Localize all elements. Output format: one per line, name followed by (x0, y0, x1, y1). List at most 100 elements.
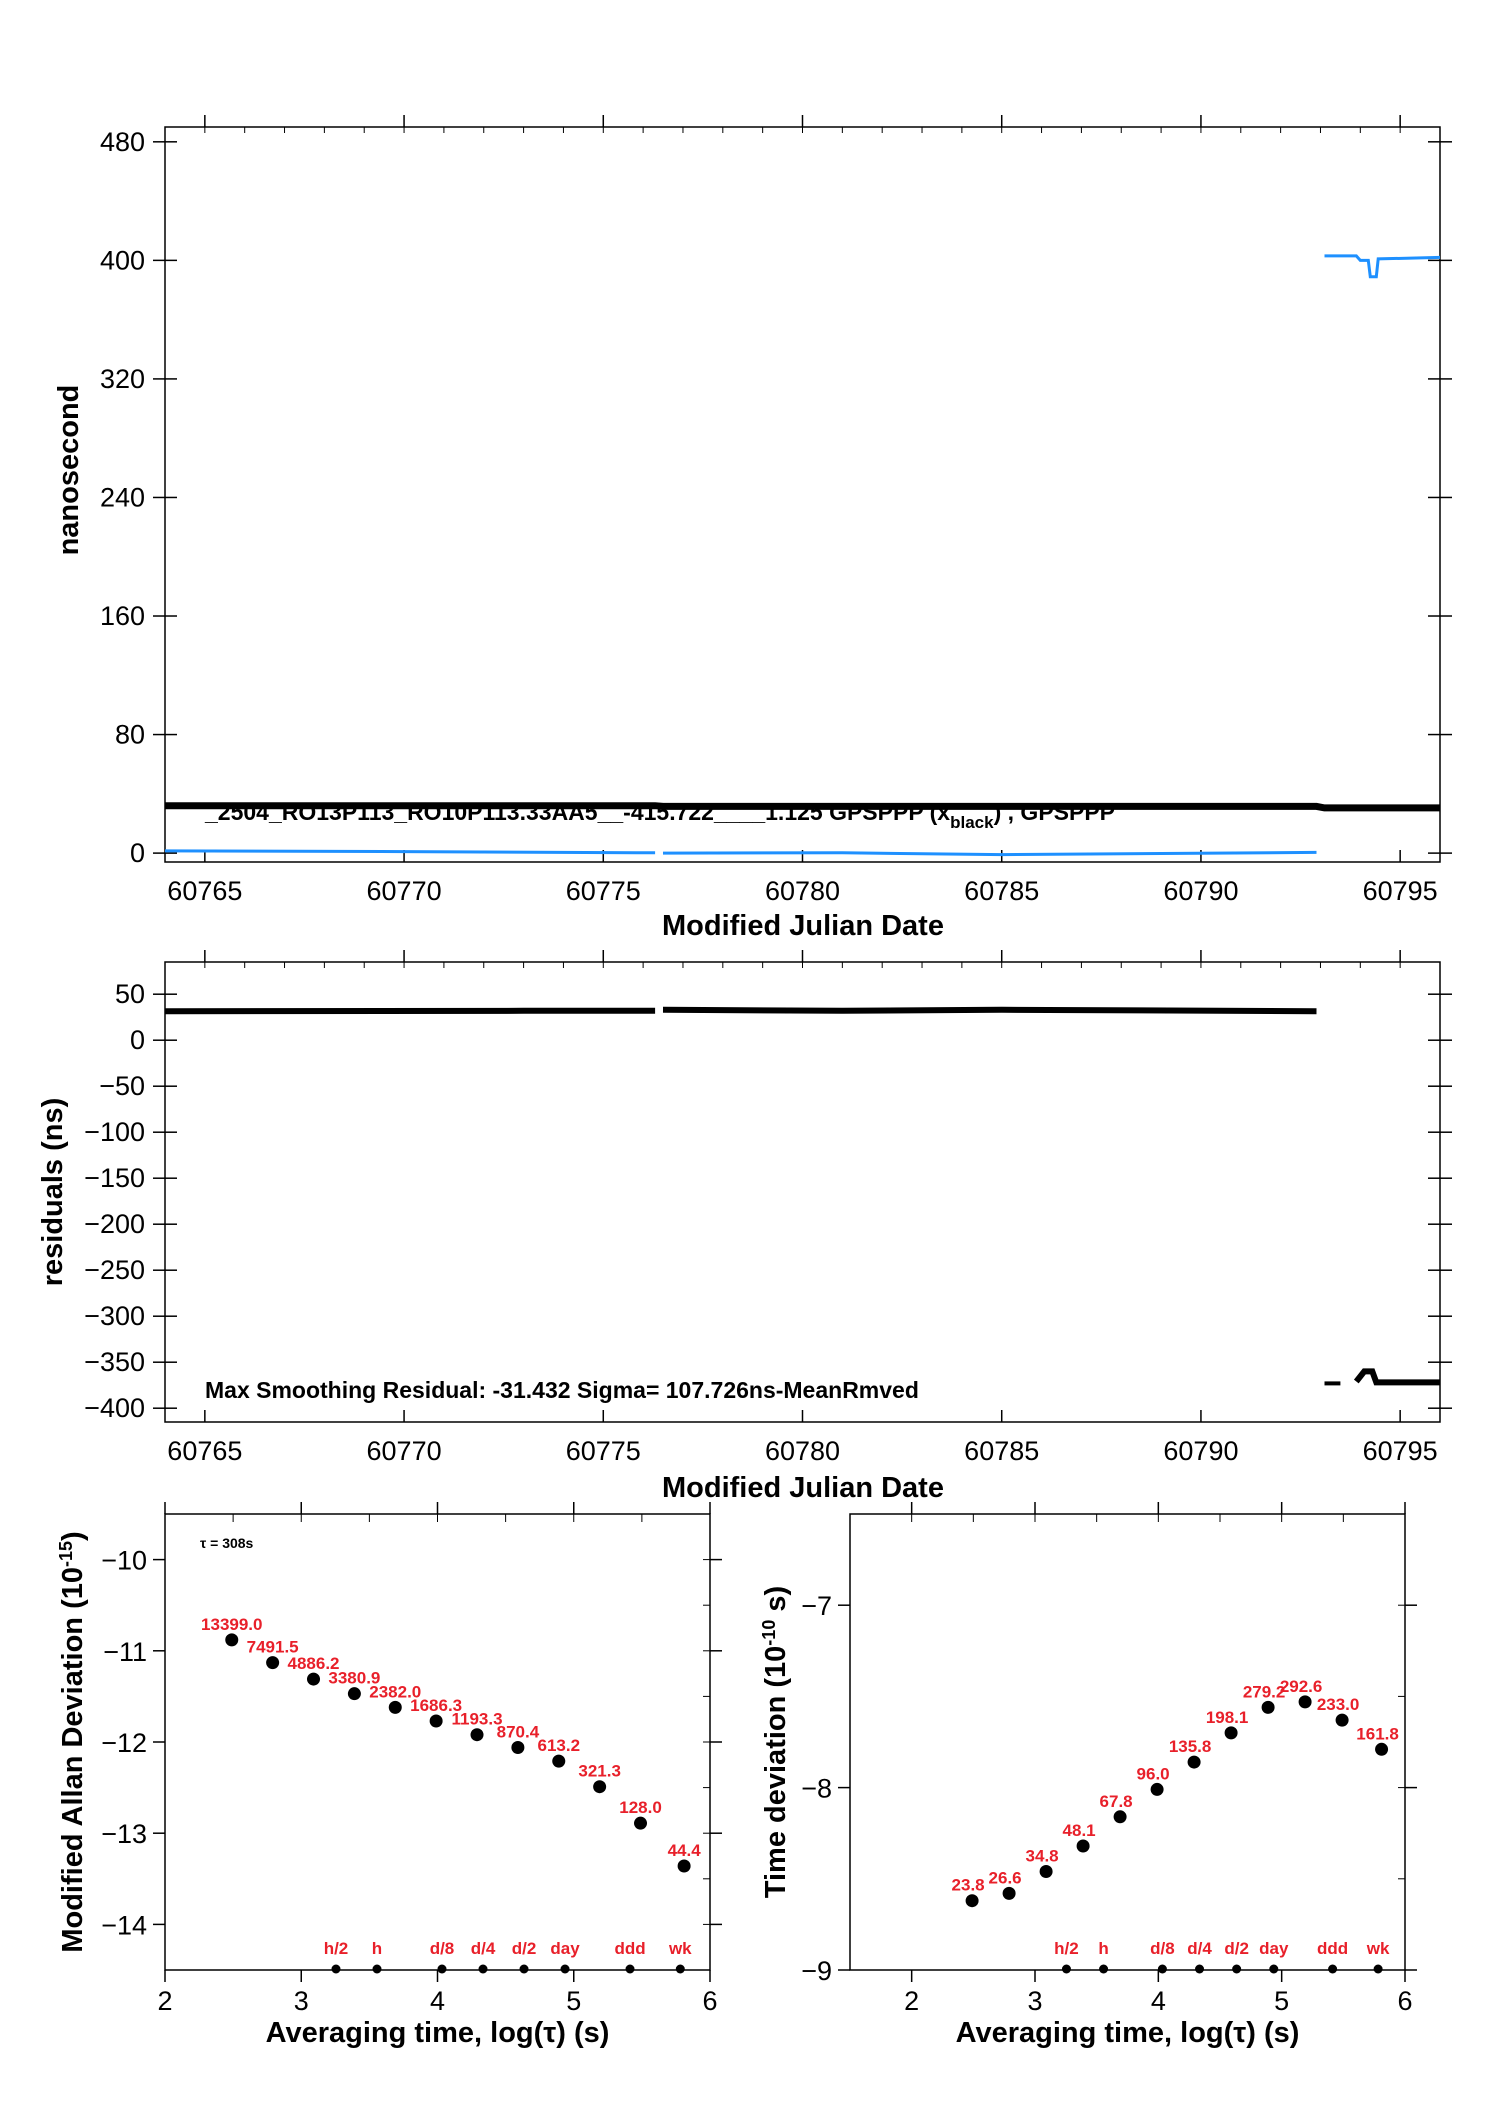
data-point (266, 1656, 280, 1670)
interval-marker-label: d/8 (1150, 1939, 1175, 1958)
y-tick-label: −8 (801, 1774, 832, 1804)
interval-marker-label: day (550, 1939, 580, 1958)
y-tick-label: 480 (100, 127, 145, 157)
data-point (1002, 1886, 1016, 1900)
data-label: 292.6 (1280, 1677, 1323, 1696)
data-label: 67.8 (1100, 1792, 1133, 1811)
mdev-panel-x-axis-title: Averaging time, log(τ) (s) (266, 2017, 610, 2049)
x-tick-label: 60770 (367, 1436, 442, 1466)
residuals-x-axis-title: Modified Julian Date (662, 1472, 944, 1504)
phase-y-axis-title: nanosecond (53, 385, 85, 556)
interval-marker-label: h (372, 1939, 382, 1958)
x-tick-label: 60790 (1163, 1436, 1238, 1466)
data-label: 44.4 (668, 1841, 702, 1860)
series-line-1 (164, 849, 656, 855)
data-label: 23.8 (952, 1876, 985, 1895)
y-tick-label: −13 (101, 1819, 147, 1849)
x-tick-label: 60790 (1163, 876, 1238, 906)
data-point (307, 1672, 321, 1686)
phase-panel: 60765 60770 60775 60780 60785 60790 60795 0 80 16… (53, 115, 1452, 942)
interval-marker-label: wk (668, 1939, 692, 1958)
data-label: 279.2 (1243, 1682, 1286, 1701)
y-tick-label: −11 (103, 1637, 147, 1667)
interval-marker (331, 1964, 341, 1974)
y-tick-label: 160 (100, 601, 145, 631)
interval-marker (1061, 1964, 1071, 1974)
mdev-panel-frame (164, 1513, 711, 1971)
data-label: 2382.0 (369, 1682, 421, 1701)
series-line-0 (165, 802, 1440, 812)
interval-marker (1328, 1964, 1338, 1974)
y-tick-label: 320 (100, 364, 145, 394)
interval-marker (372, 1964, 382, 1974)
y-tick-label: −14 (101, 1910, 147, 1940)
x-tick-label: 60795 (1363, 876, 1438, 906)
y-title-main: Time deviation (10 (760, 1646, 792, 1899)
y-tick-label: 240 (100, 482, 145, 512)
data-point (511, 1740, 525, 1754)
y-title-exp: -10 (759, 1620, 779, 1646)
data-point (1298, 1695, 1312, 1709)
y-tick-label: 50 (115, 979, 145, 1009)
y-title-exp: -15 (56, 1541, 76, 1567)
x-tick-label: 60780 (765, 876, 840, 906)
data-label: 198.1 (1206, 1708, 1249, 1727)
interval-marker (478, 1964, 488, 1974)
residuals-plot-frame (164, 961, 1441, 1423)
y-title-main: Modified Allan Deviation (10 (57, 1567, 89, 1953)
mdev-y-axis-title: Modified Allan Deviation (10-15) (56, 1531, 89, 1952)
series-line-1 (662, 1006, 1317, 1015)
mdev-panel: 2 3 4 5 6−10−11−12−13−1413399.07491.54886.23… (56, 1502, 722, 2049)
x-tick-label: 60775 (566, 1436, 641, 1466)
interval-marker-label: d/4 (1187, 1939, 1212, 1958)
y-tick-label: −9 (801, 1956, 832, 1986)
data-label: 128.0 (619, 1798, 662, 1817)
data-label: 48.1 (1063, 1821, 1096, 1840)
phase-plot-frame (164, 126, 1441, 863)
phase-x-axis-title: Modified Julian Date (662, 910, 944, 942)
y-tick-label: −50 (99, 1071, 145, 1101)
interval-marker (1232, 1964, 1242, 1974)
data-label: 3380.9 (328, 1669, 380, 1688)
y-tick-label: 0 (130, 838, 145, 868)
x-tick-label: 60795 (1363, 1436, 1438, 1466)
residuals-panel: 60765 60770 60775 60780 60785 60790 60795 50 0 −5… (37, 950, 1452, 1504)
data-point (1187, 1755, 1201, 1769)
tdev-panel-x-axis-title: Averaging time, log(τ) (s) (956, 2017, 1300, 2049)
x-tick-label: 4 (430, 1986, 445, 2016)
x-tick-label: 60785 (964, 876, 1039, 906)
data-point (1076, 1839, 1090, 1853)
x-tick-label: 5 (1274, 1986, 1289, 2016)
data-point (1039, 1865, 1053, 1879)
data-point (677, 1859, 691, 1873)
data-point (1113, 1810, 1127, 1824)
interval-marker (437, 1964, 447, 1974)
y-tick-label: −150 (84, 1163, 145, 1193)
interval-marker (1195, 1964, 1205, 1974)
interval-marker (675, 1964, 685, 1974)
data-point (429, 1714, 443, 1728)
series-line-2 (662, 850, 1317, 857)
interval-marker (519, 1964, 529, 1974)
data-label: 34.8 (1026, 1847, 1059, 1866)
data-label: 26.6 (989, 1868, 1022, 1887)
tau-note: τ = 308s (200, 1535, 254, 1551)
x-tick-label: 60765 (167, 1436, 242, 1466)
tdev-panel-frame (849, 1513, 1406, 1971)
data-point (1150, 1782, 1164, 1796)
interval-marker (560, 1964, 570, 1974)
interval-marker (1099, 1964, 1109, 1974)
y-title-tail: ) (57, 1531, 89, 1541)
data-point (552, 1754, 566, 1768)
interval-marker (1269, 1964, 1279, 1974)
x-tick-label: 60775 (566, 876, 641, 906)
data-label: 1193.3 (451, 1710, 502, 1729)
data-point (1261, 1700, 1275, 1714)
interval-marker-label: ddd (614, 1939, 645, 1958)
y-tick-label: −250 (84, 1255, 145, 1285)
interval-marker (625, 1964, 635, 1974)
x-tick-label: 2 (904, 1986, 919, 2016)
data-point (965, 1894, 979, 1908)
data-point (593, 1780, 607, 1794)
